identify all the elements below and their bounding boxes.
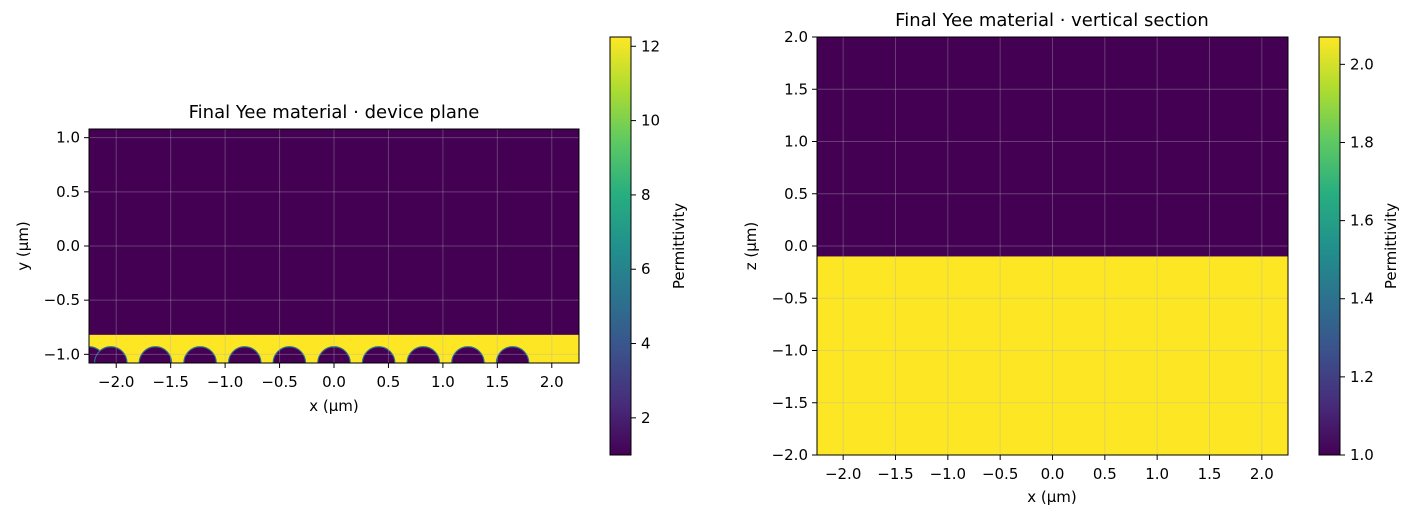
device-plane-panel: Final Yee material · device plane −2.0 −1… [14,36,688,456]
device-plane-y-label: y (µm) [14,221,32,271]
x-tick-label-4: 0.0 [322,373,346,391]
y-tick-label-1: −0.5 [44,291,80,309]
vertical-section-x-ticks: −2.0 −1.5 −1.0 −0.5 0.0 0.5 1.0 1.5 2.0 [825,455,1274,483]
x-tick-label-8: 2.0 [1250,465,1274,483]
hole-9 [451,346,485,363]
device-plane-x-ticks: −2.0 −1.5 −1.0 −0.5 0.0 0.5 1.0 1.5 2.0 [98,363,564,391]
device-plane-colorbar [609,36,632,456]
y-tick-label-4: 0.0 [784,237,808,255]
x-tick-label-2: −1.0 [207,373,243,391]
x-tick-label-1: −1.5 [152,373,188,391]
x-tick-label-7: 1.5 [1198,465,1222,483]
y-tick-label-2: −1.0 [772,342,808,360]
x-tick-label-0: −2.0 [98,373,134,391]
colorbar-tick-label-1: 1.2 [1350,368,1374,386]
x-tick-label-7: 1.5 [485,373,509,391]
x-tick-label-1: −1.5 [877,465,913,483]
x-tick-label-0: −2.0 [825,465,861,483]
x-tick-label-6: 1.0 [431,373,455,391]
vertical-section-grid [817,36,1288,456]
vertical-section-heatmap [817,37,1288,455]
colorbar-tick-label-0: 1.0 [1350,446,1374,464]
x-tick-label-2: −1.0 [930,465,966,483]
hole-8 [406,346,441,363]
device-plane-title: Final Yee material · device plane [189,102,480,123]
vertical-section-colorbar-label: Permittivity [1382,203,1400,289]
device-plane-x-label: x (µm) [309,397,359,415]
hole-2 [138,346,173,363]
x-tick-label-3: −0.5 [261,373,297,391]
vertical-section-title: Final Yee material · vertical section [895,10,1209,31]
y-tick-label-8: 2.0 [784,28,808,46]
colorbar-tick-label-3: 8 [641,186,651,204]
background-region [89,129,579,363]
material-region-0 [817,256,1288,455]
colorbar-tick-label-5: 12 [641,37,660,55]
device-plane-colorbar-label: Permittivity [670,203,688,289]
x-tick-label-5: 0.5 [1093,465,1117,483]
y-tick-label-7: 1.5 [784,80,808,98]
device-plane-heatmap [89,129,579,363]
y-tick-label-0: −2.0 [772,446,808,464]
y-tick-label-5: 0.5 [784,185,808,203]
y-tick-label-1: −1.5 [772,394,808,412]
y-tick-label-4: 1.0 [56,129,80,147]
colorbar-tick-label-1: 4 [641,335,651,353]
vertical-section-y-ticks: −2.0 −1.5 −1.0 −0.5 0.0 0.5 1.0 1.5 2.0 [772,28,817,464]
vertical-section-colorbar [1318,36,1341,456]
hole-10 [495,346,530,363]
colorbar-tick-label-3: 1.6 [1350,212,1374,230]
colorbar-tick-label-4: 1.8 [1350,133,1374,151]
vertical-section-y-label: z (µm) [742,222,760,271]
x-tick-label-4: 0.0 [1041,465,1065,483]
hole-6 [317,346,351,363]
x-tick-label-6: 1.0 [1145,465,1169,483]
hole-3 [183,346,217,363]
x-tick-label-8: 2.0 [540,373,564,391]
y-tick-label-3: 0.5 [56,183,80,201]
colorbar-tick-label-2: 6 [641,260,651,278]
colorbar-tick-label-0: 2 [641,409,651,427]
hole-5 [272,346,307,363]
colorbar-tick-label-4: 10 [641,112,660,130]
y-tick-label-0: −1.0 [44,345,80,363]
x-tick-label-5: 0.5 [377,373,401,391]
hole-1 [93,346,128,363]
y-tick-label-6: 1.0 [784,133,808,151]
vertical-section-panel: Final Yee material · vertical section −2… [742,10,1400,506]
device-plane-colorbar-ticks: 2 4 6 8 10 12 [631,37,660,427]
vertical-section-x-label: x (µm) [1027,488,1077,506]
colorbar-tick-label-2: 1.4 [1350,290,1374,308]
colorbar-tick-label-5: 2.0 [1350,55,1374,73]
vertical-section-colorbar-ticks: 1.0 1.2 1.4 1.6 1.8 2.0 [1340,55,1374,464]
y-tick-label-2: 0.0 [56,237,80,255]
hole-4 [227,346,262,363]
x-tick-label-3: −0.5 [982,465,1018,483]
device-plane-y-ticks: −1.0 −0.5 0.0 0.5 1.0 [44,129,89,363]
hole-7 [361,346,396,363]
device-plane-grid [89,129,579,363]
y-tick-label-3: −0.5 [772,289,808,307]
